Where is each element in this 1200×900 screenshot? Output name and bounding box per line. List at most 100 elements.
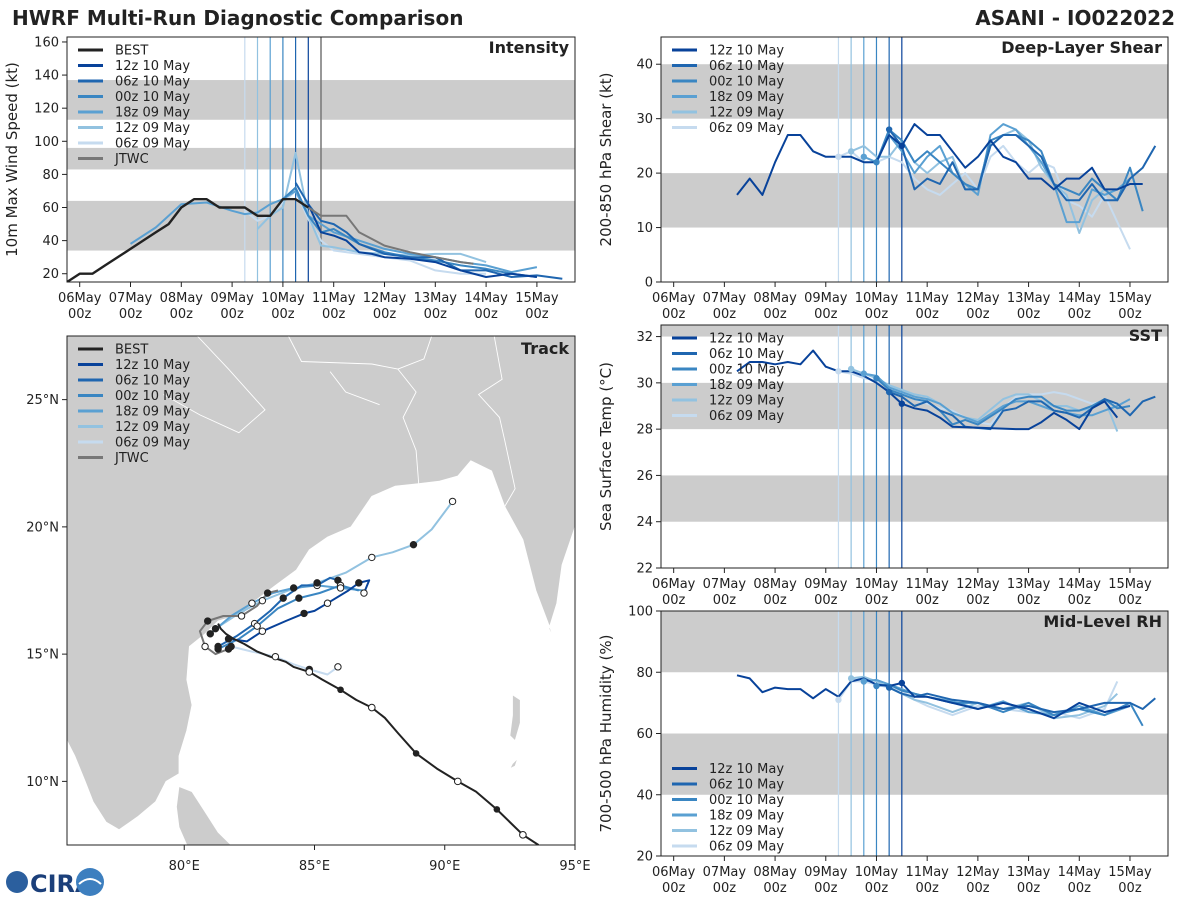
track-marker-12z-10-may bbox=[258, 627, 267, 635]
best-track-dot-filled bbox=[493, 806, 501, 813]
rh-xtick-label-day: 06May bbox=[652, 865, 696, 880]
shear-xtick-label-hour: 00z bbox=[1118, 307, 1142, 322]
intensity-legend-label: BEST bbox=[115, 44, 148, 59]
shear-init-dot-06z-09-may bbox=[835, 153, 842, 160]
rh-panel: 2040608010006May00z07May00z08May00z09May… bbox=[597, 605, 1169, 896]
rh-init-dot-12z-10-may bbox=[898, 679, 906, 687]
rh-series-12z-10-may bbox=[736, 674, 1131, 720]
shear-ytick-label: 20 bbox=[636, 167, 653, 182]
shear-legend-label: 12z 10 May bbox=[709, 44, 784, 59]
rh-xtick-label-day: 10May bbox=[855, 865, 899, 880]
sst-legend-label: 18z 09 May bbox=[709, 378, 784, 393]
shear-xtick-label-day: 11May bbox=[905, 291, 949, 306]
figure-title: HWRF Multi-Run Diagnostic Comparison bbox=[12, 6, 463, 30]
track-border-2 bbox=[287, 336, 398, 370]
shear-xtick-label-day: 08May bbox=[753, 291, 797, 306]
best-track-dot-open bbox=[368, 703, 376, 712]
intensity-series-best bbox=[67, 198, 309, 282]
intensity-legend-label: 12z 09 May bbox=[115, 121, 190, 136]
sst-xtick-label-hour: 00z bbox=[1068, 593, 1092, 608]
sst-series-06z-10-may bbox=[888, 391, 1156, 431]
sst-ytick-label: 28 bbox=[636, 423, 653, 438]
rh-band-1 bbox=[661, 611, 1168, 673]
rh-init-dot-00z-10-may bbox=[873, 682, 880, 690]
sst-legend-label: 12z 10 May bbox=[709, 332, 784, 347]
track-legend-label: 06z 09 May bbox=[115, 436, 190, 451]
rh-ytick-label: 40 bbox=[636, 788, 653, 803]
sst-xtick-label-hour: 00z bbox=[865, 593, 889, 608]
track-marker-18z-09-may bbox=[336, 584, 345, 592]
shear-ytick-label: 0 bbox=[645, 276, 653, 291]
shear-xtick-label-day: 13May bbox=[1007, 291, 1051, 306]
track-marker-12z-09-may bbox=[368, 553, 376, 562]
best-track-dot-filled bbox=[337, 686, 344, 694]
intensity-ytick-label: 40 bbox=[42, 234, 59, 249]
sst-band-0 bbox=[661, 475, 1168, 522]
intensity-xtick-label-hour: 00z bbox=[474, 307, 498, 322]
intensity-xtick-label-day: 15May bbox=[515, 291, 559, 306]
rh-xtick-label-hour: 00z bbox=[865, 881, 889, 896]
rh-ytick-label: 60 bbox=[636, 727, 653, 742]
rh-init-dot-06z-10-may bbox=[885, 684, 893, 691]
intensity-xtick-label-day: 08May bbox=[160, 291, 204, 306]
rh-legend-label: 06z 09 May bbox=[709, 840, 784, 855]
shear-init-dot-00z-10-may bbox=[873, 159, 880, 166]
track-marker-06z-09-may bbox=[271, 652, 280, 661]
shear-xtick-label-hour: 00z bbox=[763, 307, 787, 322]
track-marker-12z-09-may bbox=[409, 540, 418, 549]
rh-init-dot-18z-09-may bbox=[860, 678, 867, 685]
shear-xtick-label-hour: 00z bbox=[662, 307, 686, 322]
rh-xtick-label-hour: 00z bbox=[1017, 881, 1041, 896]
sst-init-dot-12z-10-may bbox=[898, 400, 906, 407]
logo-emblem bbox=[76, 868, 104, 896]
track-marker-06z-09-may bbox=[227, 642, 235, 651]
rh-xtick-label-day: 14May bbox=[1058, 865, 1102, 880]
sst-y-axis-label: Sea Surface Temp (°C) bbox=[597, 362, 615, 531]
intensity-ytick-label: 120 bbox=[34, 102, 59, 117]
shear-xtick-label-day: 12May bbox=[956, 291, 1000, 306]
rh-legend-label: 12z 09 May bbox=[709, 824, 784, 839]
sst-xtick-label-day: 07May bbox=[703, 577, 747, 592]
intensity-xtick-label-day: 09May bbox=[210, 291, 254, 306]
intensity-legend-label: JTWC bbox=[114, 152, 149, 167]
sst-xtick-label-hour: 00z bbox=[1017, 593, 1041, 608]
track-legend-label: 00z 10 May bbox=[115, 389, 190, 404]
track-legend-label: 12z 10 May bbox=[115, 358, 190, 373]
track-xtick-label: 90°E bbox=[429, 859, 460, 874]
rh-ytick-label: 80 bbox=[636, 666, 653, 681]
shear-legend-label: 06z 09 May bbox=[709, 121, 784, 136]
shear-xtick-label-hour: 00z bbox=[1017, 307, 1041, 322]
rh-xtick-label-hour: 00z bbox=[763, 881, 787, 896]
track-marker-00z-10-may bbox=[253, 622, 261, 630]
track-panel-title: Track bbox=[521, 339, 569, 358]
shear-series-06z-10-may bbox=[888, 128, 1157, 202]
rh-xtick-label-hour: 00z bbox=[1118, 881, 1142, 896]
sst-legend-label: 12z 09 May bbox=[709, 394, 784, 409]
sst-ytick-label: 26 bbox=[636, 469, 653, 484]
shear-xtick-label-day: 07May bbox=[703, 291, 747, 306]
sst-xtick-label-day: 13May bbox=[1007, 577, 1051, 592]
sst-init-dot-06z-09-may bbox=[835, 368, 842, 375]
intensity-xtick-label-day: 13May bbox=[414, 291, 458, 306]
rh-series-12z-09-may bbox=[850, 675, 1118, 720]
track-land-0 bbox=[67, 336, 575, 831]
sst-ytick-label: 22 bbox=[636, 562, 653, 577]
track-ytick-label: 20°N bbox=[26, 520, 59, 535]
track-xtick-label: 95°E bbox=[559, 859, 590, 874]
best-track-dot-filled bbox=[412, 750, 420, 757]
shear-ytick-label: 40 bbox=[636, 58, 653, 73]
rh-xtick-label-day: 11May bbox=[905, 865, 949, 880]
shear-legend-label: 12z 09 May bbox=[709, 106, 784, 121]
sst-init-dot-18z-09-may bbox=[860, 370, 867, 377]
shear-legend-label: 18z 09 May bbox=[709, 90, 784, 105]
sst-band-2 bbox=[661, 325, 1168, 337]
rh-ytick-label: 20 bbox=[636, 850, 653, 865]
sst-xtick-label-hour: 00z bbox=[814, 593, 838, 608]
rh-plot-area bbox=[661, 611, 1168, 856]
sst-xtick-label-day: 10May bbox=[855, 577, 899, 592]
shear-xtick-label-hour: 00z bbox=[865, 307, 889, 322]
intensity-plot-area bbox=[67, 37, 575, 282]
